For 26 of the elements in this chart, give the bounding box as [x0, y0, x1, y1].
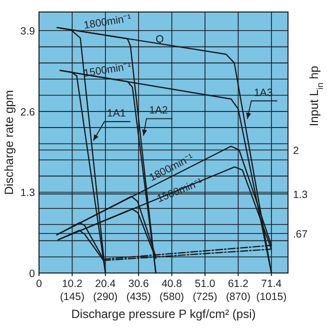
- y-tick-label: 0: [29, 268, 36, 280]
- annotation: Q: [156, 33, 164, 46]
- y-tick-label: 1.3: [20, 187, 36, 200]
- x-tick-label: 71.4: [261, 278, 282, 290]
- y2-tick-label: 1.3: [293, 188, 308, 201]
- x2-tick-label: (725): [192, 291, 218, 303]
- x-tick-label: 30.6: [128, 278, 149, 290]
- x2-tick-label: (290): [93, 291, 118, 303]
- y-axis-title: Discharge rate gpm: [2, 90, 16, 195]
- y2-tick-label: 2: [293, 145, 299, 158]
- annotation: 1500min⁻¹: [82, 60, 133, 80]
- x-tick-label: 40.8: [162, 278, 182, 290]
- x-tick-label: 10.2: [62, 278, 83, 290]
- x2-tick-label: (580): [160, 291, 184, 303]
- x2-tick-label: (145): [60, 291, 84, 303]
- x-tick-label: 61.2: [228, 278, 249, 290]
- x2-tick-label: (870): [226, 291, 250, 303]
- x-tick-label: 20.4: [95, 278, 116, 290]
- x-axis-title: Discharge pressure P kgf/cm² (psi): [71, 307, 256, 321]
- y2-tick-label: .67: [293, 228, 308, 240]
- annotation: 1800min⁻¹: [82, 12, 133, 32]
- x2-tick-label: (435): [126, 291, 151, 303]
- y-tick-label: 2.6: [20, 106, 36, 118]
- x-tick-label: 51.0: [194, 278, 216, 290]
- y-tick-label: 3.9: [20, 26, 36, 38]
- x2-tick-label: (1015): [256, 291, 287, 303]
